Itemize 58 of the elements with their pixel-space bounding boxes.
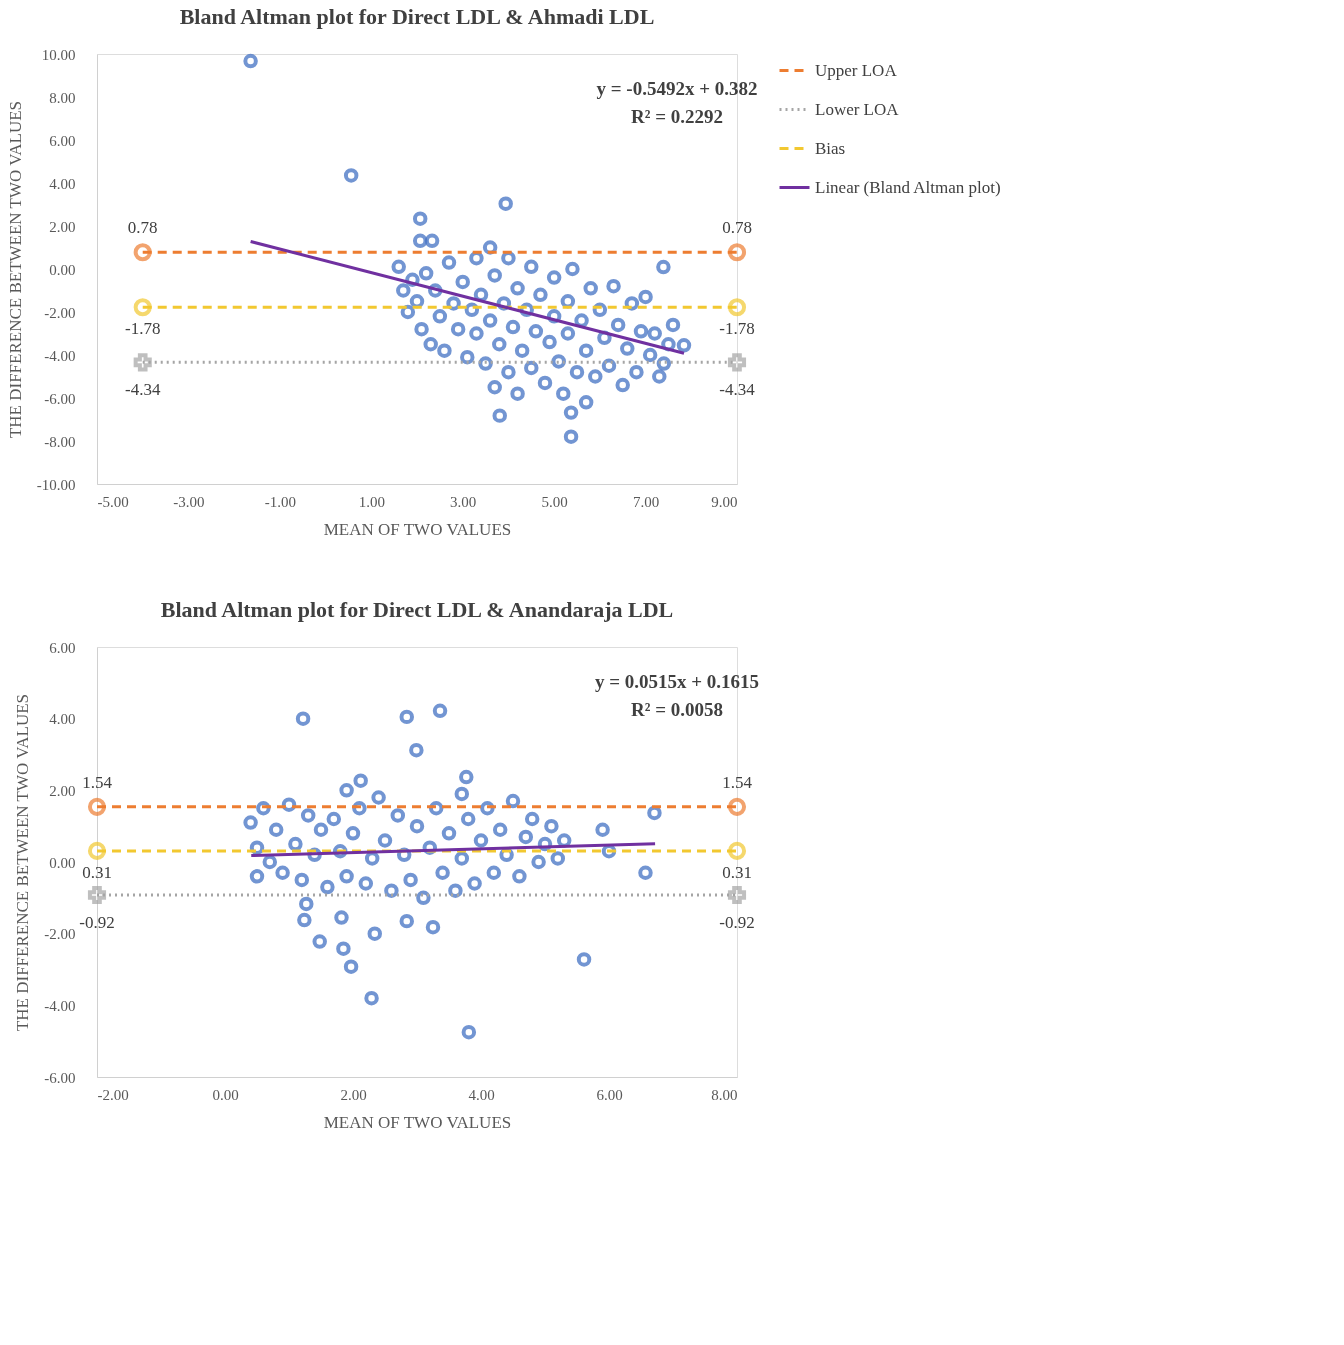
annotation: R² = 0.2292 bbox=[631, 106, 723, 127]
x-tick-label: -2.00 bbox=[97, 1086, 129, 1103]
y-tick-label: 0.00 bbox=[49, 261, 76, 278]
chart-title: Bland Altman plot for Direct LDL & Ahmadi LDL bbox=[179, 4, 655, 29]
x-tick-label: -3.00 bbox=[173, 493, 205, 510]
legend-label: Bias bbox=[815, 138, 846, 158]
x-tick-label: 5.00 bbox=[541, 493, 568, 510]
x-tick-label: 0.00 bbox=[212, 1086, 239, 1103]
y-tick-label: -4.00 bbox=[44, 347, 76, 364]
y-tick-label: 0.00 bbox=[49, 854, 76, 871]
data-label: -0.92 bbox=[719, 912, 755, 932]
data-label: -4.34 bbox=[125, 380, 161, 400]
x-tick-label: 8.00 bbox=[711, 1086, 738, 1103]
y-tick-label: 2.00 bbox=[49, 782, 76, 799]
data-label: 0.78 bbox=[722, 218, 752, 238]
data-label: 0.78 bbox=[127, 218, 158, 238]
data-label: -0.92 bbox=[79, 912, 115, 932]
x-tick-label: 3.00 bbox=[450, 493, 477, 510]
y-tick-label: 6.00 bbox=[49, 639, 76, 656]
y-tick-label: 4.00 bbox=[49, 711, 76, 728]
x-tick-label: 1.00 bbox=[358, 493, 385, 510]
y-tick-label: -2.00 bbox=[44, 304, 76, 321]
annotation: y = 0.0515x + 0.1615 bbox=[594, 671, 760, 692]
x-tick-label: 9.00 bbox=[711, 493, 738, 510]
x-axis-title: MEAN OF TWO VALUES bbox=[323, 1112, 512, 1132]
y-tick-label: 8.00 bbox=[49, 89, 76, 106]
x-tick-label: 6.00 bbox=[596, 1086, 623, 1103]
y-tick-label: 10.00 bbox=[41, 46, 76, 63]
x-tick-label: 7.00 bbox=[632, 493, 660, 510]
annotation: R² = 0.0058 bbox=[631, 699, 723, 720]
data-label: -4.34 bbox=[719, 380, 756, 400]
y-tick-label: -6.00 bbox=[44, 1069, 76, 1086]
legend-label: Linear (Bland Altman plot) bbox=[815, 177, 1001, 197]
data-label: 0.31 bbox=[82, 862, 112, 882]
y-tick-label: -2.00 bbox=[44, 926, 76, 943]
y-tick-label: -10.00 bbox=[36, 476, 76, 493]
x-tick-label: 2.00 bbox=[340, 1086, 367, 1103]
y-tick-label: 4.00 bbox=[49, 175, 76, 192]
y-tick-label: 6.00 bbox=[49, 132, 76, 149]
y-tick-label: -8.00 bbox=[44, 433, 76, 450]
y-tick-label: -6.00 bbox=[44, 390, 76, 407]
x-tick-label: -5.00 bbox=[97, 493, 129, 510]
data-label: 0.31 bbox=[722, 862, 752, 882]
legend-label: Lower LOA bbox=[815, 99, 900, 119]
x-tick-label: -1.00 bbox=[264, 493, 296, 510]
data-label: -1.78 bbox=[719, 319, 755, 339]
x-axis-title: MEAN OF TWO VALUES bbox=[323, 519, 512, 539]
y-axis-title: THE DIFFERENCE BETWEEN TWO VALUES bbox=[13, 693, 33, 1032]
y-tick-label: -4.00 bbox=[44, 997, 76, 1014]
y-tick-label: 2.00 bbox=[49, 218, 76, 235]
chart-title: Bland Altman plot for Direct LDL & Anandaraja LDL bbox=[160, 597, 674, 622]
x-tick-label: 4.00 bbox=[468, 1086, 495, 1103]
legend-label: Upper LOA bbox=[815, 60, 898, 80]
data-label: 1.54 bbox=[722, 772, 753, 792]
annotation: y = -0.5492x + 0.382 bbox=[596, 78, 758, 99]
data-label: -1.78 bbox=[125, 319, 161, 339]
y-axis-title: THE DIFFERENCE BETWEEN TWO VALUES bbox=[5, 100, 25, 439]
data-label: 1.54 bbox=[82, 772, 113, 792]
